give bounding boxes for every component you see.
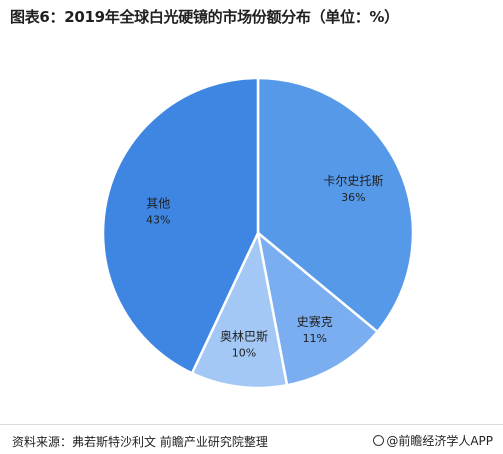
slice-value-2: 11%	[303, 332, 327, 345]
footer: 资料来源：弗若斯特沙利文 前瞻产业研究院整理 @前瞻经济学人APP	[0, 424, 503, 454]
chart-title: 图表6：2019年全球白光硬镜的市场份额分布（单位：%）	[10, 8, 399, 26]
slice-value-3: 10%	[232, 347, 256, 360]
brand-credit: @前瞻经济学人APP	[373, 432, 493, 449]
pie-labels: 卡尔史托斯 36% 史赛克 11% 奥林巴斯 10% 其他 43%	[146, 173, 383, 360]
slice-value-1: 36%	[341, 191, 365, 204]
slice-name-3: 奥林巴斯	[220, 330, 268, 344]
brand-icon	[373, 435, 385, 446]
pie-slices	[101, 76, 415, 390]
slice-name-2: 史赛克	[297, 314, 333, 329]
pie-slice-1	[256, 76, 415, 334]
source-note: 资料来源：弗若斯特沙利文 前瞻产业研究院整理	[12, 435, 268, 449]
pie-slice-3	[190, 231, 289, 390]
brand-text: @前瞻经济学人APP	[386, 434, 493, 448]
pie-slice-4	[101, 76, 260, 375]
slice-name-4: 其他	[146, 197, 170, 211]
slice-name-1: 卡尔史托斯	[323, 173, 383, 188]
pie-chart: 卡尔史托斯 36% 史赛克 11% 奥林巴斯 10% 其他 43%	[101, 76, 415, 390]
slice-value-4: 43%	[146, 214, 170, 227]
pie-slice-2	[256, 231, 379, 387]
